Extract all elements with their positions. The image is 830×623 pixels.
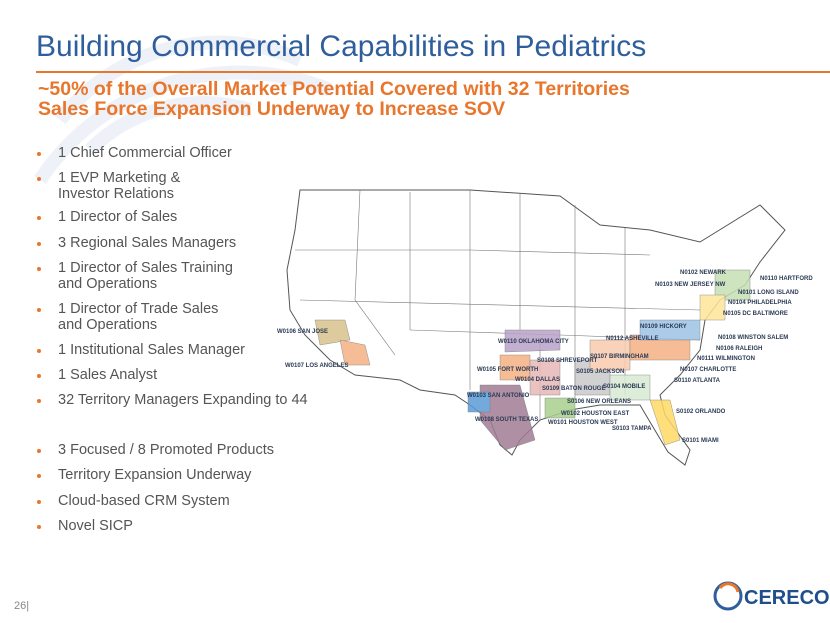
bullet-dot [37,216,41,220]
territory-label: N0101 LONG ISLAND [738,290,799,296]
bullet-dot [37,242,41,246]
bullet-dot [37,374,41,378]
bullet-text: Territory Expansion Underway [58,467,252,483]
territory-label: N0103 NEW JERSEY NW [655,282,726,288]
territory-label: S0110 ATLANTA [674,378,721,384]
territory-label: W0106 SAN JOSE [277,329,328,335]
bullet-text: 1 Director of Sales [58,209,178,225]
bullet-dot [37,525,41,529]
bullet-dot [37,308,41,312]
bullet-text: 3 Focused / 8 Promoted Products [58,442,274,458]
territory-label: S0106 NEW ORLEANS [567,399,631,405]
bullet-text: 1 EVP Marketing & Investor Relations [58,170,181,202]
bullet-text: 1 Sales Analyst [58,367,158,383]
slide-title: Building Commercial Capabilities in Pedi… [36,30,647,63]
page-number: 26| [14,600,29,612]
territory-label: N0112 ASHEVILLE [606,336,658,342]
territory-label: N0107 CHARLOTTE [680,367,736,373]
territory-label: N0111 WILMINGTON [697,356,755,362]
bullet-dot [37,449,41,453]
territory-label: W0108 SOUTH TEXAS [475,417,538,423]
bullet-text: 1 Director of Trade Sales and Operations [58,301,219,333]
subtitle: ~50% of the Overall Market Potential Cov… [38,78,630,100]
territory-label: W0102 HOUSTON EAST [561,411,630,417]
subtitle: Sales Force Expansion Underway to Increa… [38,98,506,120]
us-map [286,189,786,466]
territory-label: S0103 TAMPA [612,426,652,432]
territory-label: S0107 BIRMINGHAM [590,354,649,360]
territory-label: S0102 ORLANDO [676,409,726,415]
territory-label: N0105 DC BALTIMORE [723,311,788,317]
territory-label: N0104 PHILADELPHIA [728,300,792,306]
bullet-dot [37,349,41,353]
territory-label: W0105 FORT WORTH [477,367,538,373]
bullet-text: 1 Director of Sales Training and Operati… [58,260,233,292]
territory-label: N0110 HARTFORD [760,276,813,282]
territory-label: S0108 SHREVEPORT [537,358,598,364]
bullet-dot [37,474,41,478]
territory-label: N0102 NEWARK [680,270,727,276]
bullet-dot [37,399,41,403]
bullet-text: 1 Institutional Sales Manager [58,342,245,358]
territory-label: S0109 BATON ROUGE [542,386,605,392]
bullet-text: 3 Regional Sales Managers [58,235,237,251]
decor-swirl [34,35,333,184]
territory-label: W0101 HOUSTON WEST [548,420,618,426]
bullet-text: Cloud-based CRM System [58,493,230,509]
territory-label: S0104 MOBILE [603,384,645,390]
bullet-text: 32 Territory Managers Expanding to 44 [58,392,308,408]
bullet-dot [37,177,41,181]
territory-label: N0109 HICKORY [640,324,687,330]
territory-label: N0108 WINSTON SALEM [718,335,788,341]
bullet-text: Novel SICP [58,518,133,534]
bullet-dot [37,152,41,156]
bullet-dot [37,267,41,271]
territory-label: W0110 OKLAHOMA CITY [498,339,569,345]
logo: CERECOR [713,581,830,611]
bullet-text: 1 Chief Commercial Officer [58,145,232,161]
territory-label: W0104 DALLAS [515,377,560,383]
territory-label: S0101 MIAMI [682,438,719,444]
bullet-dot [37,500,41,504]
territory-label: S0105 JACKSON [576,369,624,375]
logo-text: CERECOR [744,587,830,609]
territory-label: N0106 RALEIGH [716,346,762,352]
territory-label: W0107 LOS ANGELES [285,363,348,369]
territory-label: W0103 SAN ANTONIO [467,393,530,399]
